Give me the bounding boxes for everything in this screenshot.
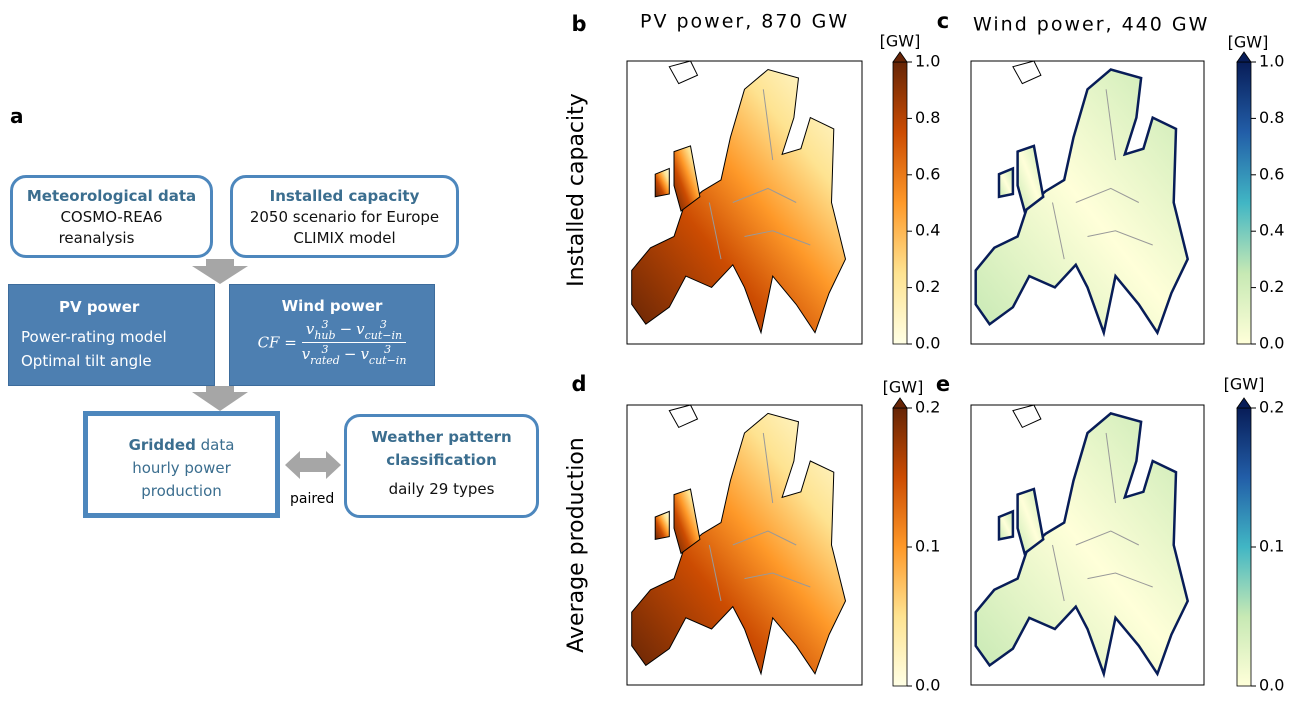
colorbar-unit: [GW] bbox=[1228, 33, 1269, 52]
panel-title: PV power, 870 GW bbox=[640, 11, 849, 33]
panel-label: c bbox=[937, 9, 949, 33]
colorbar-tick-label: 0.2 bbox=[1259, 277, 1284, 296]
colorbar-tick-label: 0.2 bbox=[915, 277, 940, 296]
map-panels: Installed capacity Average production b PV … bbox=[0, 0, 1298, 701]
colorbar-unit: [GW] bbox=[1224, 375, 1265, 394]
colorbar-unit: [GW] bbox=[883, 378, 924, 397]
row-label: Installed capacity bbox=[564, 93, 589, 287]
colorbar-tick-label: 0.0 bbox=[1259, 334, 1284, 353]
colorbar-tick-label: 0.0 bbox=[915, 676, 940, 695]
colorbar-tick-label: 0.0 bbox=[915, 334, 940, 353]
colorbar bbox=[1237, 408, 1251, 686]
colorbar-tick-label: 1.0 bbox=[915, 52, 940, 71]
colorbar-extend bbox=[1237, 52, 1251, 62]
colorbar-tick-label: 0.2 bbox=[1259, 398, 1284, 417]
panel-label: e bbox=[936, 372, 950, 396]
colorbar-tick-label: 0.1 bbox=[1259, 537, 1284, 556]
colorbar-tick-label: 0.2 bbox=[915, 398, 940, 417]
land bbox=[999, 169, 1013, 197]
colorbar-extend bbox=[893, 52, 907, 62]
land bbox=[999, 511, 1013, 539]
colorbar-tick-label: 0.4 bbox=[1259, 221, 1284, 240]
colorbar-tick-label: 0.1 bbox=[915, 537, 940, 556]
colorbar-extend bbox=[1237, 398, 1251, 408]
panel-label: d bbox=[571, 372, 586, 396]
colorbar-tick-label: 1.0 bbox=[1259, 52, 1284, 71]
panel-label: b bbox=[571, 12, 586, 36]
row-label: Average production bbox=[564, 437, 589, 652]
colorbar-tick-label: 0.6 bbox=[915, 164, 940, 183]
colorbar bbox=[893, 62, 907, 344]
colorbar-tick-label: 0.8 bbox=[915, 108, 940, 127]
colorbar-tick-label: 0.4 bbox=[915, 221, 940, 240]
panel-title: Wind power, 440 GW bbox=[973, 14, 1209, 36]
colorbar-extend bbox=[893, 398, 907, 408]
colorbar-tick-label: 0.6 bbox=[1259, 164, 1284, 183]
colorbar bbox=[893, 408, 907, 686]
page: {"figure_a": {"label": "a", "meteorologi… bbox=[0, 0, 1298, 701]
colorbar bbox=[1237, 62, 1251, 344]
colorbar-unit: [GW] bbox=[880, 32, 921, 51]
colorbar-tick-label: 0.8 bbox=[1259, 108, 1284, 127]
colorbar-tick-label: 0.0 bbox=[1259, 676, 1284, 695]
